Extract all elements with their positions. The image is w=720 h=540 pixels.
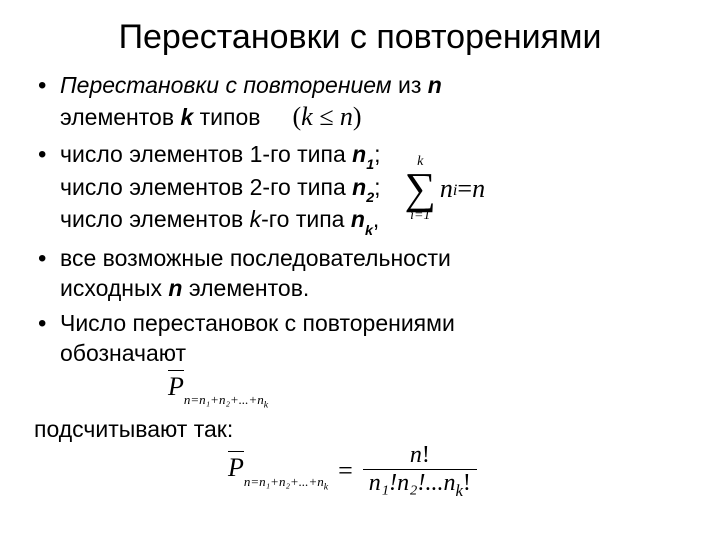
b3a: все возможные последовательности — [60, 245, 451, 271]
b3n: n — [168, 275, 182, 301]
b1-tail1: элементов — [60, 104, 180, 130]
pbar-sub-k: k — [264, 400, 268, 411]
b2-l3n: n — [351, 206, 365, 232]
fraction: n! n₁!n₂!...nk! — [363, 443, 477, 500]
sum-bot: i=1 — [410, 209, 430, 223]
b2-l1e: ; — [374, 141, 380, 167]
b2-l3b: -го типа — [261, 206, 351, 232]
b2-l1s: 1 — [366, 157, 374, 173]
b1-math: (k ≤ n) — [292, 102, 361, 131]
b2-l2s: 2 — [366, 190, 374, 206]
slide: Перестановки с повторениями Перестановки… — [0, 0, 720, 540]
final-formula: Pn=n₁+n₂+...+nk = n! n₁!n₂!...nk! — [228, 443, 692, 500]
sigma-icon: k ∑ i=1 — [405, 155, 436, 223]
b1-k: k — [180, 104, 193, 130]
bullet-4: Число перестановок с повторениями обозна… — [34, 309, 692, 368]
pbar2-sub-k: k — [324, 481, 328, 492]
b1-n: n — [428, 72, 442, 98]
pbar-P: P — [168, 372, 184, 401]
bullet-list: Перестановки с повторением из n элементо… — [34, 71, 692, 368]
overline-icon — [168, 370, 184, 371]
bullet-3: все возможные последовательности исходны… — [34, 244, 692, 303]
b1-tail2: типов — [193, 104, 260, 130]
slide-title: Перестановки с повторениями — [28, 18, 692, 57]
formula-eq: = — [338, 456, 353, 486]
b1-prefix: Перестановки с повторением — [60, 72, 392, 98]
sum-body-i: i — [453, 181, 457, 202]
sum-body-n: n — [440, 172, 453, 205]
b2-l3e: , — [373, 206, 379, 232]
b2-l2n: n — [352, 174, 366, 200]
b3b: исходных — [60, 275, 168, 301]
b2-l3k: k — [250, 206, 262, 232]
b4b: обозначают — [60, 340, 186, 366]
pbar2-P: P — [228, 453, 244, 482]
bullet-2: число элементов 1-го типа n1; число элем… — [34, 140, 692, 239]
b2-l3s: k — [365, 223, 373, 239]
p-notation: Pn=n₁+n₂+...+nk — [168, 372, 692, 408]
b2-l3a: число элементов — [60, 206, 250, 232]
final-text: подсчитывают так: — [34, 416, 692, 443]
b2-l1a: число элементов 1-го типа — [60, 141, 352, 167]
sum-eq: = — [457, 172, 472, 205]
b4a: Число перестановок с повторениями — [60, 310, 455, 336]
sum-formula: k ∑ i=1 ni = n — [405, 155, 486, 223]
bullet-1: Перестановки с повторением из n элементо… — [34, 71, 692, 134]
overline2-icon — [228, 451, 244, 452]
pbar2-sub: n=n₁+n₂+...+n — [244, 474, 324, 489]
b2-l1n: n — [352, 141, 366, 167]
b2-text: число элементов 1-го типа n1; число элем… — [60, 140, 381, 239]
frac-den: n₁!n₂!...nk! — [363, 471, 477, 499]
b2-l2a: число элементов 2-го типа — [60, 174, 352, 200]
b3c: элементов. — [182, 275, 309, 301]
pbar-sub: n=n₁+n₂+...+n — [184, 392, 264, 407]
sum-sigma: ∑ — [405, 167, 436, 211]
sum-rhs: n — [472, 172, 485, 205]
b2-l2e: ; — [374, 174, 380, 200]
frac-num: n! — [410, 442, 430, 468]
b1-mid: из — [392, 72, 428, 98]
